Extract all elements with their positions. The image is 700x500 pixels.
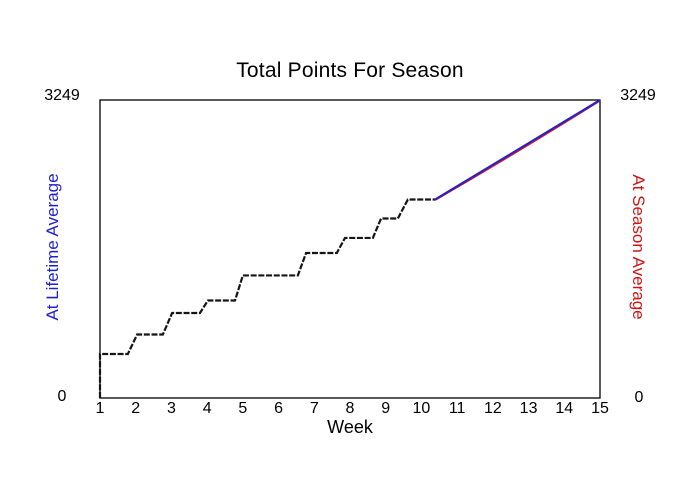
x-tick-label: 1 bbox=[95, 400, 105, 417]
x-tick-label: 7 bbox=[309, 400, 319, 417]
x-tick-label: 4 bbox=[202, 400, 212, 417]
x-tick-label: 14 bbox=[555, 400, 574, 417]
x-tick-label: 11 bbox=[448, 400, 466, 417]
x-axis-title: Week bbox=[327, 417, 373, 437]
series-projection-lifetime-average bbox=[434, 99, 601, 201]
x-tick-label: 5 bbox=[238, 400, 248, 417]
right-axis-max-label: 3249 bbox=[620, 87, 656, 104]
right-axis-min-label: 0 bbox=[634, 389, 644, 406]
x-tick-label: 6 bbox=[274, 400, 284, 417]
x-tick-label: 2 bbox=[131, 400, 141, 417]
x-tick-label: 10 bbox=[412, 400, 431, 417]
x-tick-label: 15 bbox=[591, 400, 609, 417]
x-tick-label: 13 bbox=[519, 400, 538, 417]
chart-title: Total Points For Season bbox=[236, 59, 464, 82]
plot-border bbox=[99, 99, 601, 399]
x-tick-label: 12 bbox=[483, 400, 502, 417]
left-axis-max-label: 3249 bbox=[44, 87, 80, 104]
x-tick-label: 3 bbox=[166, 400, 176, 417]
series-actual-cumulative-points bbox=[98, 198, 435, 398]
x-tick-label: 9 bbox=[381, 400, 391, 417]
x-tick-label: 8 bbox=[345, 400, 355, 417]
left-axis-min-label: 0 bbox=[57, 388, 67, 405]
